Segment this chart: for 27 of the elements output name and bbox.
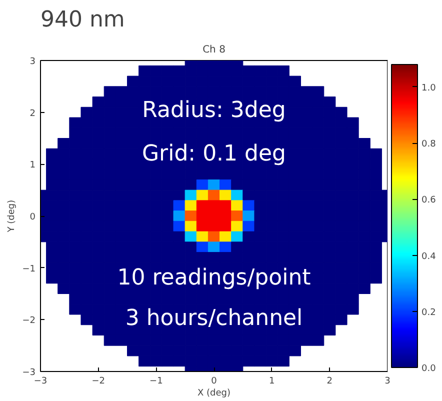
x-tick-label: 2 bbox=[326, 376, 333, 386]
annotation: Grid: 0.1 deg bbox=[142, 141, 286, 166]
color-bar-label: 0.2 bbox=[422, 308, 436, 318]
color-bar-label: 0.6 bbox=[422, 196, 436, 206]
y-tick-label: 0 bbox=[30, 212, 36, 222]
x-axis-title: X (deg) bbox=[197, 388, 231, 398]
y-axis-title: Y (deg) bbox=[7, 200, 18, 234]
color-bar-label: 1.0 bbox=[422, 83, 436, 94]
x-tick-label: −2 bbox=[92, 376, 105, 386]
annotation: 3 hours/channel bbox=[125, 306, 303, 332]
x-tick-label: 1 bbox=[268, 376, 275, 386]
y-tick-label: −3 bbox=[22, 368, 36, 378]
annotation: 10 readings/point bbox=[117, 266, 312, 291]
x-tick-label: 3 bbox=[384, 376, 390, 386]
y-tick-label: 1 bbox=[30, 160, 36, 171]
annotation: Radius: 3deg bbox=[142, 98, 286, 123]
text: 940 nm bbox=[40, 8, 125, 32]
color-bar-label: 0.8 bbox=[422, 140, 436, 150]
color-bar-label: 0.0 bbox=[422, 364, 436, 374]
y-tick-label: −2 bbox=[22, 316, 36, 326]
x-tick-label: 0 bbox=[211, 376, 218, 386]
y-tick-label: 3 bbox=[30, 57, 36, 67]
y-tick-label: −1 bbox=[22, 264, 36, 274]
color-bar-label: 0.4 bbox=[422, 252, 436, 262]
y-tick-label: 2 bbox=[30, 108, 36, 119]
chart-title: Ch 8 bbox=[202, 44, 226, 56]
x-tick-label: −1 bbox=[150, 376, 163, 386]
